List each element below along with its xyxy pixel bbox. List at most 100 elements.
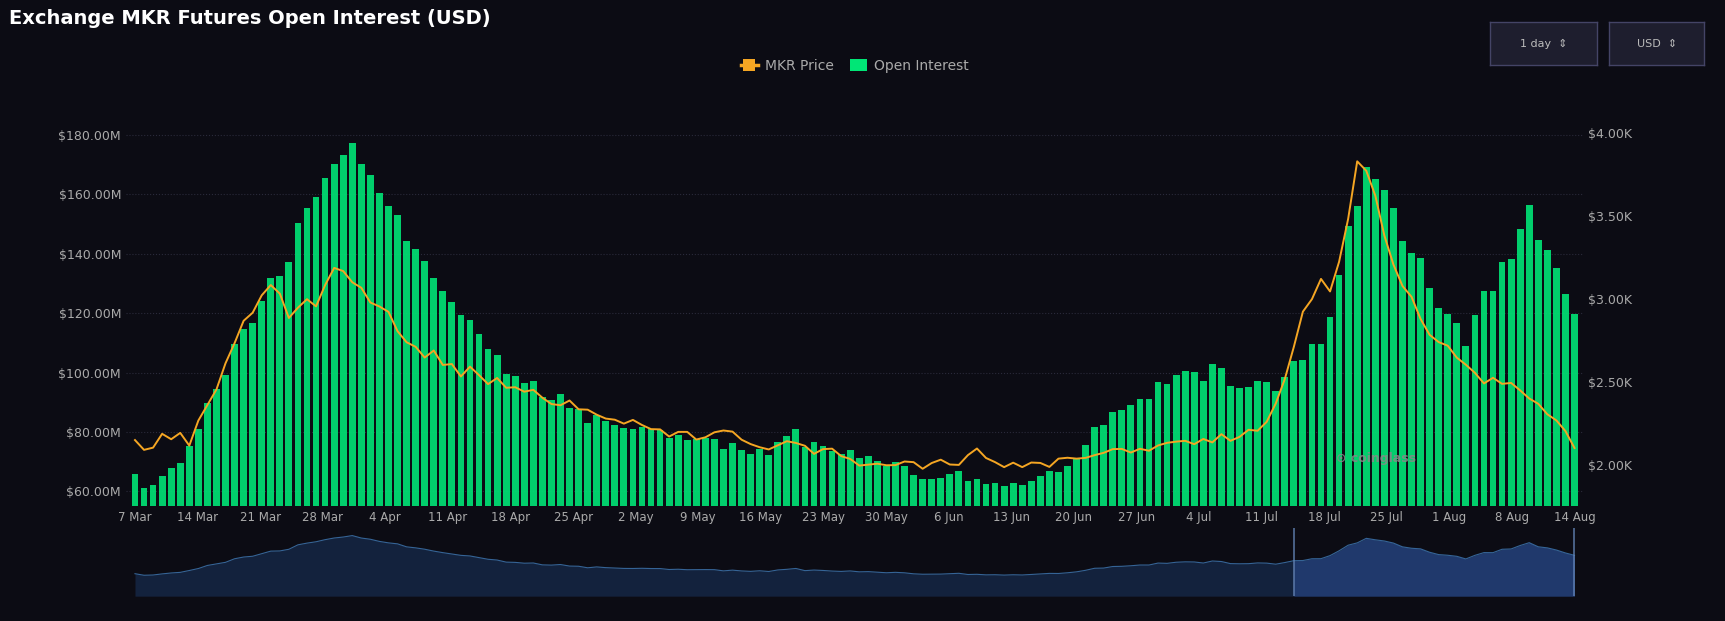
Bar bbox=[1490, 291, 1496, 621]
Bar bbox=[1527, 205, 1532, 621]
Bar bbox=[485, 349, 492, 621]
Bar bbox=[549, 399, 555, 621]
Bar bbox=[1237, 388, 1244, 621]
Bar bbox=[259, 301, 266, 621]
Bar bbox=[828, 451, 835, 621]
Bar bbox=[476, 334, 483, 621]
Bar bbox=[295, 223, 302, 621]
Text: Exchange MKR Futures Open Interest (USD): Exchange MKR Futures Open Interest (USD) bbox=[9, 9, 490, 29]
Bar bbox=[276, 276, 283, 621]
Bar bbox=[674, 435, 681, 621]
Bar bbox=[730, 443, 737, 621]
Bar bbox=[666, 438, 673, 621]
Bar bbox=[312, 196, 319, 621]
Bar bbox=[340, 155, 347, 621]
Bar bbox=[838, 455, 845, 621]
Bar bbox=[512, 376, 519, 621]
Bar bbox=[983, 484, 990, 621]
Bar bbox=[1418, 258, 1423, 621]
Bar bbox=[1109, 412, 1116, 621]
Bar bbox=[141, 487, 147, 621]
Bar bbox=[1000, 486, 1007, 621]
Bar bbox=[1128, 405, 1135, 621]
Bar bbox=[711, 439, 718, 621]
Bar bbox=[1182, 371, 1189, 621]
Bar bbox=[1444, 314, 1451, 621]
Bar bbox=[947, 474, 954, 621]
Bar bbox=[1371, 179, 1378, 621]
Bar bbox=[1471, 315, 1478, 621]
Bar bbox=[1245, 387, 1252, 621]
Bar bbox=[267, 278, 274, 621]
Bar bbox=[357, 164, 364, 621]
Bar bbox=[602, 422, 609, 621]
Bar bbox=[1263, 382, 1270, 621]
Bar bbox=[1137, 399, 1144, 621]
Bar bbox=[1552, 268, 1559, 621]
Bar bbox=[321, 178, 328, 621]
Bar bbox=[1118, 410, 1125, 621]
Bar bbox=[159, 476, 166, 621]
Bar bbox=[1209, 364, 1216, 621]
Bar bbox=[538, 397, 545, 621]
Bar bbox=[819, 446, 826, 621]
Bar bbox=[430, 278, 436, 621]
Bar bbox=[214, 389, 219, 621]
Bar bbox=[693, 439, 700, 621]
Bar bbox=[1363, 167, 1370, 621]
Bar bbox=[1382, 190, 1389, 621]
Bar bbox=[131, 474, 138, 621]
Bar bbox=[683, 440, 690, 621]
Bar bbox=[574, 409, 581, 621]
Bar bbox=[875, 461, 881, 621]
Bar bbox=[1309, 344, 1316, 621]
Bar bbox=[1299, 360, 1306, 621]
Bar bbox=[240, 329, 247, 621]
Bar bbox=[783, 436, 790, 621]
Bar bbox=[900, 466, 907, 621]
Bar bbox=[412, 250, 419, 621]
Bar bbox=[1037, 476, 1044, 621]
Bar bbox=[1571, 314, 1578, 621]
Bar bbox=[440, 291, 447, 621]
Bar bbox=[376, 193, 383, 621]
Bar bbox=[964, 481, 971, 621]
Bar bbox=[621, 428, 628, 621]
Bar bbox=[1454, 323, 1459, 621]
Bar bbox=[421, 261, 428, 621]
Bar bbox=[1164, 384, 1171, 621]
Text: USD  ⇕: USD ⇕ bbox=[1637, 39, 1677, 48]
Bar bbox=[992, 483, 999, 621]
Bar bbox=[331, 164, 338, 621]
Bar bbox=[792, 428, 799, 621]
Bar bbox=[756, 449, 762, 621]
Bar bbox=[1045, 471, 1052, 621]
Bar bbox=[493, 355, 500, 621]
Bar bbox=[385, 206, 392, 621]
Bar bbox=[1173, 374, 1180, 621]
Bar bbox=[348, 143, 355, 621]
Text: ⊙ coinglass: ⊙ coinglass bbox=[1335, 453, 1416, 466]
Bar bbox=[448, 302, 455, 621]
Bar bbox=[657, 430, 664, 621]
Bar bbox=[585, 423, 592, 621]
Bar bbox=[973, 479, 980, 621]
Bar bbox=[557, 394, 564, 621]
Bar bbox=[1290, 361, 1297, 621]
Bar bbox=[250, 322, 255, 621]
Bar bbox=[630, 429, 637, 621]
Bar bbox=[1028, 481, 1035, 621]
Bar bbox=[611, 425, 618, 621]
Bar bbox=[404, 241, 411, 621]
Bar bbox=[204, 402, 210, 621]
Bar bbox=[1335, 275, 1342, 621]
Bar bbox=[1154, 382, 1161, 621]
Bar bbox=[1354, 206, 1361, 621]
Bar bbox=[1399, 241, 1406, 621]
Bar bbox=[1346, 227, 1352, 621]
Bar bbox=[286, 262, 292, 621]
Legend: MKR Price, Open Interest: MKR Price, Open Interest bbox=[735, 53, 975, 78]
Bar bbox=[856, 458, 862, 621]
Bar bbox=[638, 427, 645, 621]
Bar bbox=[892, 463, 899, 621]
